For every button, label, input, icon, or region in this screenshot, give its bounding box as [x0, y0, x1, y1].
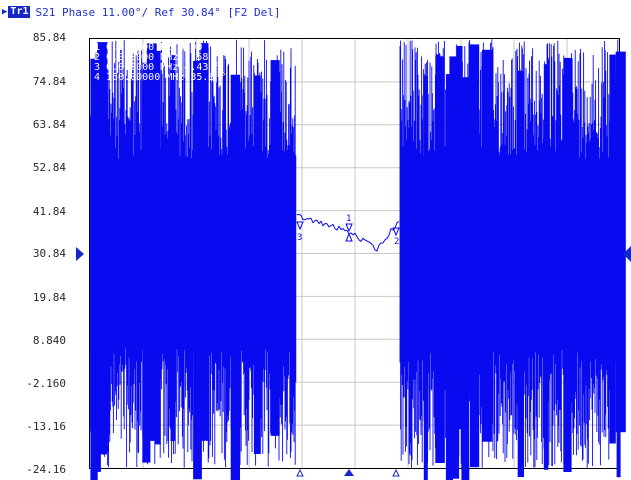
y-label-5: 30.84 [32, 247, 66, 260]
trace-noise-core [456, 45, 463, 430]
trace-noise-core [470, 44, 480, 468]
trace-noise-core [563, 57, 572, 473]
trace-format-text: S21 Phase 11.00°/ Ref 30.84° [F2 Del] [35, 5, 281, 19]
trace-noise-core [423, 75, 428, 480]
trace-noise-core [272, 63, 278, 436]
trace-noise-core [230, 74, 240, 480]
trace-noise-core [90, 58, 98, 480]
marker-2[interactable]: 2 [392, 227, 400, 247]
y-label-4: 41.84 [32, 205, 66, 218]
active-trace-arrow-icon: ▶ [2, 7, 8, 17]
trace-noise-core [449, 56, 460, 479]
reference-right-arrow-icon[interactable] [623, 246, 631, 262]
marker-1-label: 1 [346, 214, 351, 224]
marker-table-line-1: 1 0.000000 Hz 0.00 ° [94, 42, 214, 53]
trace-badge[interactable]: Tr1 [8, 6, 31, 18]
trace-noise-core [146, 43, 157, 441]
trace-line [296, 213, 400, 252]
trace-noise-core [200, 43, 209, 441]
right-edge-marker-label: 1 [617, 373, 623, 384]
marker-1-lower-triangle-icon [345, 232, 353, 242]
y-label-0: 85.84 [32, 31, 66, 44]
trace-noise-band [399, 39, 621, 468]
y-label-8: -2.160 [26, 377, 66, 390]
y-label-2: 63.84 [32, 118, 66, 131]
bottom-marker-2-icon[interactable] [392, 468, 400, 477]
trace-noise-core [435, 56, 445, 464]
trace-noise-core [253, 75, 261, 454]
y-label-3: 52.84 [32, 161, 66, 174]
trace-noise-bands [89, 39, 626, 480]
trace-noise-core [517, 71, 524, 478]
y-label-7: 8.840 [32, 334, 66, 347]
marker-2-triangle-icon [392, 227, 400, 237]
trace-noise-core [142, 62, 151, 463]
marker-1[interactable]: 1 [345, 214, 353, 242]
trace-noise-core [543, 64, 549, 470]
reference-left-arrow-icon[interactable] [76, 247, 84, 261]
trace-noise-core [154, 50, 161, 445]
marker-table-line-3: 3 0.000000 MHz 4.43 ° [94, 62, 220, 73]
trace-noise-band [89, 39, 297, 468]
trace-noise-core [481, 49, 493, 442]
trace-noise-core [461, 77, 470, 480]
bottom-marker-3-icon[interactable] [296, 468, 304, 477]
y-label-6: 19.84 [32, 291, 66, 304]
trace-noise-core [609, 54, 616, 444]
trace-noise-core [170, 54, 176, 442]
marker-3-triangle-icon [296, 221, 304, 231]
y-label-1: 74.84 [32, 75, 66, 88]
marker-2-label: 2 [394, 237, 399, 247]
trace-header[interactable]: ▶ Tr1 S21 Phase 11.00°/ Ref 30.84° [F2 D… [2, 5, 281, 19]
trace-noise-core [445, 74, 453, 480]
marker-table-line-2: 2 0.000000 MHz 3.58 ° [94, 52, 220, 63]
marker-3-label: 3 [297, 233, 302, 243]
marker-1-triangle-icon [345, 223, 353, 233]
marker-table: 1 0.000000 Hz 0.00 ° 2 0.000000 MHz 3.58… [94, 42, 226, 83]
y-label-9: -13.16 [26, 420, 66, 433]
marker-table-line-4: 4 160.00000 MHz 35.8 ° [94, 72, 226, 83]
trace-noise-core [193, 60, 202, 480]
y-label-10: -24.16 [26, 463, 66, 476]
trace-noise-core [615, 51, 626, 433]
trace-noise-core [97, 42, 108, 455]
bottom-active-marker-icon[interactable] [344, 469, 354, 476]
marker-3[interactable]: 3 [296, 221, 304, 243]
